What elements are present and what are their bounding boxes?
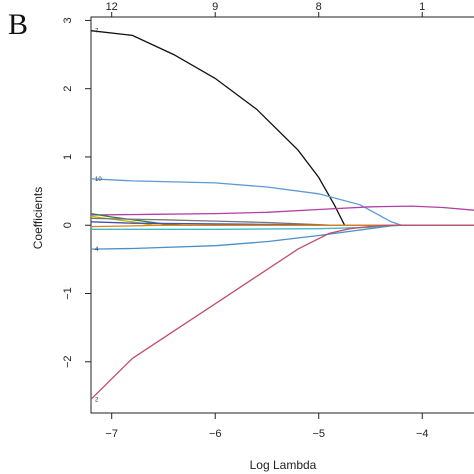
y-axis-title: Coefficients [31,187,45,249]
panel-letter: B [8,8,28,41]
y-tick-label: 2 [62,86,74,92]
series-labels: 7 10 4 2 [95,29,102,404]
x-tick-label: −4 [416,428,429,440]
x-tick-label: −5 [312,428,325,440]
top-axis: 12 9 8 1 [106,1,425,17]
coefficient-path-3 [90,205,474,216]
y-tick-label: 3 [62,17,74,23]
y-tick-label: 1 [62,154,74,160]
coefficient-path-1 [90,30,474,226]
y-tick-label: −1 [62,287,74,300]
coefficient-path-11 [90,224,474,400]
coefficient-label: 4 [95,247,99,253]
top-tick-label: 8 [316,1,322,13]
x-axis-title: Log Lambda [250,458,317,472]
top-tick-label: 1 [419,1,425,13]
top-tick-label: 9 [212,1,218,13]
bottom-axis: −7 −6 −5 −4 [105,413,429,440]
left-axis: −2 −1 0 1 2 3 [62,17,91,368]
coefficient-label: 7 [95,29,99,35]
y-tick-label: −2 [62,356,74,369]
coefficient-label: 2 [95,397,99,403]
y-tick-label: 0 [62,222,74,228]
coefficient-path-2 [90,178,474,226]
coefficient-path-9 [90,224,474,228]
series-layer [90,30,474,400]
coefficient-label: 10 [95,177,102,183]
x-tick-label: −7 [105,428,118,440]
top-tick-label: 12 [106,1,118,13]
x-tick-label: −6 [209,428,222,440]
